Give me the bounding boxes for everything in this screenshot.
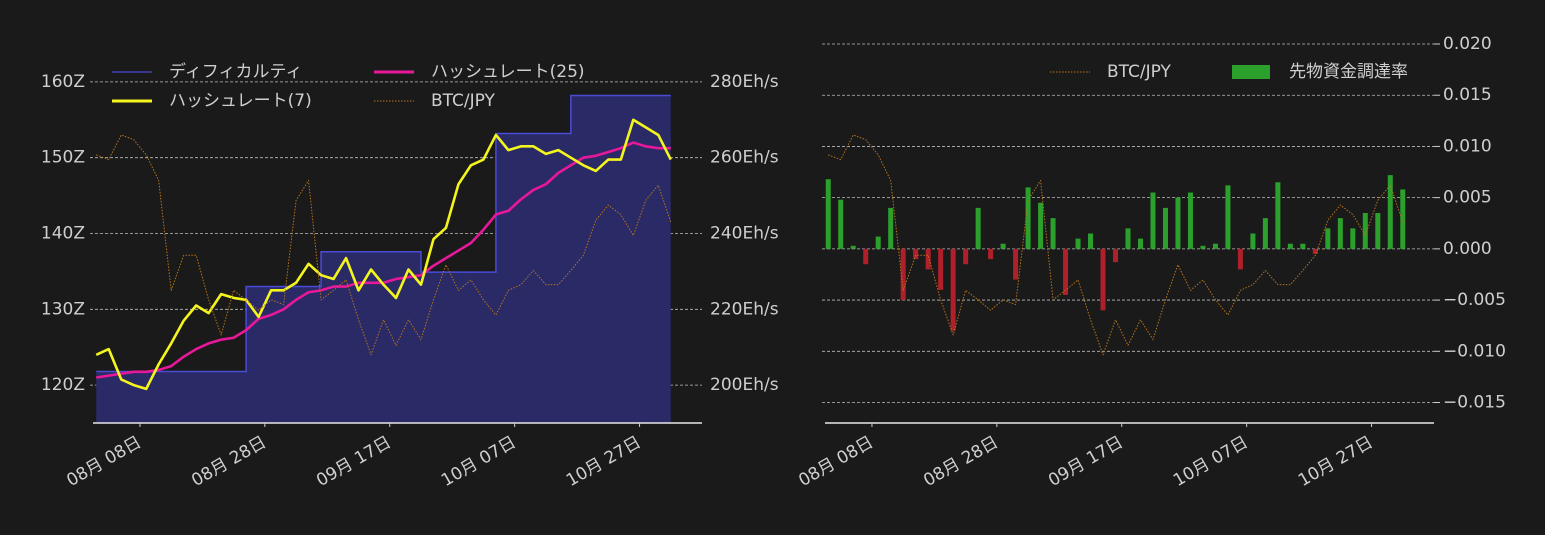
bar [1000, 243, 1006, 249]
price-line [828, 134, 1404, 356]
bar [1125, 228, 1131, 249]
difficulty-area [96, 95, 671, 423]
bar [1387, 175, 1393, 249]
bar [1287, 243, 1293, 249]
y-tick-label: 0.010 [1443, 136, 1492, 156]
y2-tick-label: 240Eh/s [710, 224, 779, 244]
bar [1312, 248, 1318, 254]
bar [850, 245, 856, 249]
bar [1275, 182, 1281, 249]
y2-tick-label: 260Eh/s [710, 148, 779, 168]
bar [1237, 248, 1243, 270]
y-tick-label: 120Z [41, 375, 85, 395]
legend-label[interactable]: ディフィカルティ [169, 61, 302, 82]
bar [1187, 192, 1193, 249]
bar [1212, 243, 1218, 249]
series-line [95, 118, 672, 391]
bar [1262, 218, 1268, 249]
bar [1013, 248, 1019, 280]
bar [1100, 248, 1106, 311]
bar [900, 248, 906, 301]
bar [1250, 233, 1256, 249]
y-tick-label: 140Z [41, 224, 85, 244]
bar [1225, 185, 1231, 249]
bar [1300, 243, 1306, 249]
price-line [96, 134, 672, 356]
legend-label[interactable]: BTC/JPY [431, 91, 496, 111]
bar [1038, 202, 1044, 249]
bar [863, 248, 869, 265]
legend-label[interactable]: ハッシュレート(7) [169, 91, 312, 111]
y-tick-label: 0.015 [1443, 85, 1492, 105]
bar [1162, 207, 1168, 249]
bar [1337, 218, 1343, 249]
y2-tick-label: 200Eh/s [710, 375, 779, 395]
y2-tick-label: 220Eh/s [710, 299, 779, 319]
y-tick-label: 160Z [41, 72, 85, 92]
bar [1200, 245, 1206, 249]
bar [1088, 233, 1094, 249]
bar [1075, 238, 1081, 249]
bar [1025, 187, 1031, 249]
y-tick-label: 0.005 [1443, 188, 1492, 208]
y-tick-label: −0.005 [1443, 290, 1506, 310]
bar [975, 207, 981, 249]
bar [925, 248, 931, 270]
y-tick-label: −0.010 [1443, 341, 1506, 361]
bar [1063, 248, 1069, 295]
bar [875, 236, 881, 249]
y-tick-label: 0.020 [1443, 34, 1492, 54]
y-tick-label: 0.000 [1443, 239, 1492, 259]
legend-swatch[interactable] [1232, 65, 1270, 79]
bar [1113, 248, 1119, 263]
bar [888, 207, 894, 249]
difficulty-line [96, 94, 671, 373]
y-tick-label: 150Z [41, 148, 85, 168]
bar [1175, 197, 1181, 249]
y-tick-label: 130Z [41, 299, 85, 319]
bar [838, 199, 844, 249]
bar [1150, 192, 1156, 249]
y-tick-label: −0.015 [1443, 393, 1506, 413]
bar [913, 248, 919, 260]
bar [1325, 228, 1331, 249]
bar [1400, 189, 1406, 249]
legend-label[interactable]: ハッシュレート(25) [431, 62, 585, 82]
bar [938, 248, 944, 290]
bar [988, 248, 994, 260]
legend-label[interactable]: 先物資金調達率 [1289, 62, 1408, 82]
bar [1350, 228, 1356, 249]
bar [1375, 213, 1381, 249]
bar [1137, 238, 1143, 249]
y2-tick-label: 280Eh/s [710, 72, 779, 92]
bar [825, 179, 831, 249]
bar [1362, 213, 1368, 249]
bar [950, 248, 956, 331]
bar [963, 248, 969, 265]
bar [1050, 218, 1056, 249]
legend-label[interactable]: BTC/JPY [1107, 62, 1172, 82]
